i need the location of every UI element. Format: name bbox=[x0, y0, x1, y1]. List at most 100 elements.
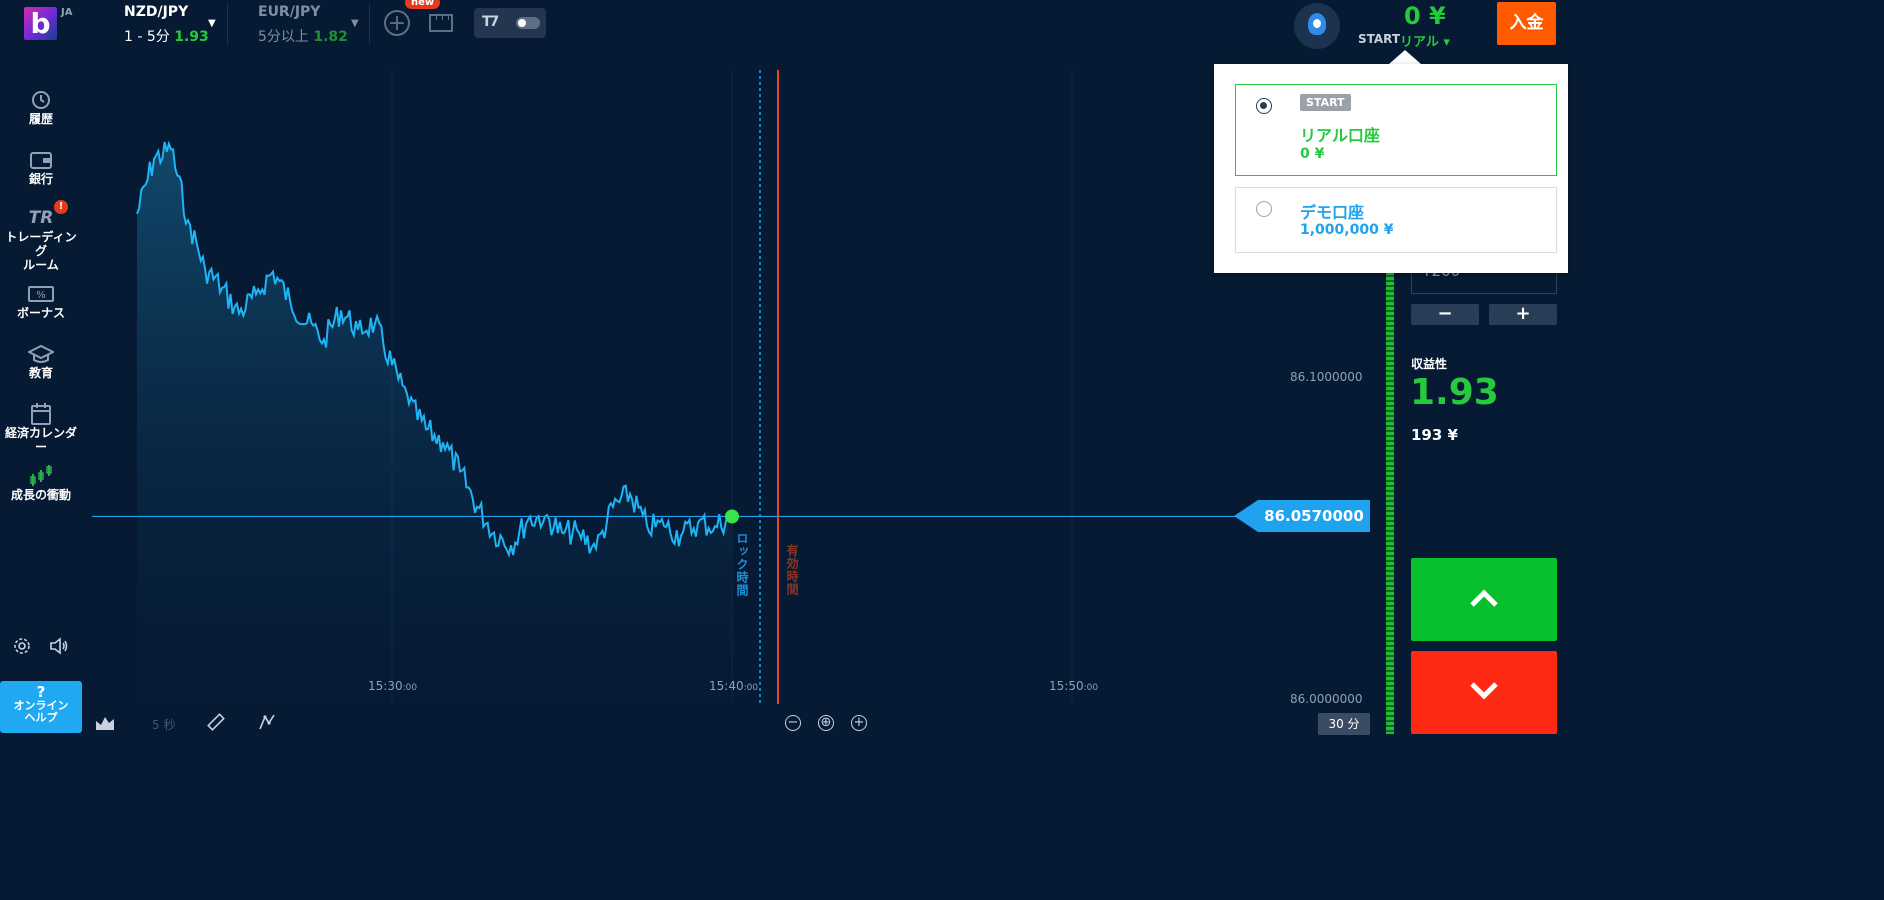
price-area-fill bbox=[137, 142, 732, 704]
profitability-value: 1.93 bbox=[1410, 372, 1499, 413]
asset-payout: 1.82 bbox=[313, 29, 348, 45]
price-chart[interactable]: ロック時間 有効時間 86.1000000 86.0000000 15:30:0… bbox=[92, 70, 1370, 706]
toggle-switch-icon bbox=[516, 17, 540, 29]
recenter-icon[interactable]: ⊕ bbox=[818, 715, 834, 731]
timeframe-button[interactable]: 30 分 bbox=[1318, 713, 1370, 735]
calendar-icon bbox=[31, 403, 51, 425]
call-up-button[interactable] bbox=[1411, 558, 1557, 641]
account-name: デモ口座 bbox=[1300, 203, 1365, 222]
sidebar-item-label: 履歴 bbox=[28, 112, 53, 126]
radio-unselected[interactable] bbox=[1256, 201, 1272, 217]
sound-icon[interactable] bbox=[49, 636, 69, 656]
sidebar-item-label: 銀行 bbox=[28, 172, 53, 186]
divider bbox=[227, 4, 228, 44]
svg-text:%: % bbox=[36, 290, 46, 301]
candle-interval-selector[interactable]: 5 秒 bbox=[152, 718, 176, 732]
amount-decrease-button[interactable]: − bbox=[1411, 304, 1479, 325]
price-axis-label: 86.1000000 bbox=[1290, 370, 1363, 384]
time-axis-label-main: 15:30 bbox=[368, 679, 403, 693]
top-bar: b JA NZD/JPY 1 - 5分 1.93 ▼ EUR/JPY 5分以上 … bbox=[0, 0, 1568, 58]
account-option-real[interactable]: START リアル口座 0 ¥ bbox=[1235, 84, 1557, 176]
asset-dropdown-icon[interactable]: ▼ bbox=[351, 18, 359, 29]
price-axis-label: 86.0000000 bbox=[1290, 692, 1363, 706]
history-icon bbox=[32, 91, 50, 109]
sidebar-item-education[interactable]: 教育 bbox=[0, 342, 82, 380]
sidebar-item-history[interactable]: 履歴 bbox=[0, 88, 82, 126]
drawing-tools-icon[interactable] bbox=[258, 713, 276, 731]
account-name: リアル口座 bbox=[1300, 126, 1380, 145]
help-label: オンライン ヘルプ bbox=[13, 699, 69, 724]
account-balance-value: 0 ¥ bbox=[1300, 146, 1325, 162]
start-badge: START bbox=[1300, 94, 1351, 111]
time-axis-label: 15:50:00 bbox=[1049, 679, 1098, 693]
asset-duration: 5分以上 1.82 bbox=[258, 26, 348, 46]
time-axis-label-seconds: :00 bbox=[743, 683, 759, 693]
settings-gear-icon[interactable] bbox=[12, 636, 32, 656]
last-price-dot bbox=[725, 509, 739, 524]
new-badge: new bbox=[405, 0, 441, 9]
help-question-icon: ? bbox=[36, 683, 46, 701]
expiry-time-label: 有効時間 bbox=[785, 544, 799, 596]
asset-payout: 1.93 bbox=[174, 29, 209, 45]
sidebar-item-growth-impulse[interactable]: 成長の衝動 bbox=[0, 464, 82, 502]
arrow-down-icon bbox=[1470, 682, 1498, 700]
profit-amount: 193 ¥ bbox=[1411, 426, 1458, 444]
language-selector[interactable]: JA bbox=[61, 7, 73, 18]
user-avatar[interactable] bbox=[1294, 3, 1340, 49]
dropdown-pointer bbox=[1389, 50, 1421, 64]
sidebar-item-label: トレーディング ルーム bbox=[5, 230, 77, 272]
asset-dropdown-icon[interactable]: ▼ bbox=[208, 18, 216, 29]
asset-name: EUR/JPY bbox=[258, 4, 321, 20]
arrow-up-icon bbox=[1470, 589, 1498, 607]
sidebar-item-bank[interactable]: 銀行 bbox=[0, 148, 82, 186]
account-type-selector[interactable]: リアル ▾ bbox=[1400, 35, 1450, 50]
asset-tab-eurjpy[interactable]: EUR/JPY 5分以上 1.82 bbox=[258, 4, 348, 48]
zoom-out-icon[interactable]: − bbox=[785, 715, 801, 731]
asset-name: NZD/JPY bbox=[124, 4, 189, 20]
trading-app: b JA NZD/JPY 1 - 5分 1.93 ▼ EUR/JPY 5分以上 … bbox=[0, 0, 1568, 735]
radio-selected[interactable] bbox=[1256, 98, 1272, 114]
tradingview-icon: T7 bbox=[482, 14, 499, 30]
brand-logo[interactable]: b bbox=[24, 7, 57, 40]
ruler-icon[interactable] bbox=[207, 713, 225, 731]
sidebar-item-label: 教育 bbox=[28, 366, 53, 380]
time-axis-label: 15:40:00 bbox=[709, 679, 758, 693]
time-axis-label-seconds: :00 bbox=[402, 683, 418, 693]
chart-type-area-icon[interactable] bbox=[95, 713, 115, 731]
put-down-button[interactable] bbox=[1411, 651, 1557, 734]
alert-badge: ! bbox=[54, 200, 68, 214]
layout-icon[interactable] bbox=[429, 14, 453, 32]
sidebar-item-calendar[interactable]: 経済カレンダー bbox=[0, 402, 82, 454]
asset-duration-label: 1 - 5分 bbox=[124, 29, 170, 45]
time-axis-label-main: 15:40 bbox=[709, 679, 744, 693]
bonus-icon: % bbox=[28, 286, 54, 302]
profitability-label: 収益性 bbox=[1411, 357, 1448, 371]
add-asset-button[interactable]: + bbox=[384, 10, 410, 36]
account-balance-value: 1,000,000 ¥ bbox=[1300, 222, 1394, 238]
wallet-icon bbox=[30, 152, 52, 169]
amount-increase-button[interactable]: + bbox=[1489, 304, 1557, 325]
zoom-in-icon[interactable]: + bbox=[851, 715, 867, 731]
price-series-line bbox=[136, 140, 733, 558]
account-tier-label: START bbox=[1358, 32, 1401, 46]
asset-duration-label: 5分以上 bbox=[258, 29, 309, 45]
sidebar-item-bonus[interactable]: % ボーナス bbox=[0, 282, 82, 320]
chart-canvas[interactable] bbox=[92, 70, 1370, 704]
avatar-face-icon bbox=[1313, 19, 1321, 28]
time-axis-label: 15:30:00 bbox=[368, 679, 417, 693]
account-switcher-dropdown: START リアル口座 0 ¥ デモ口座 1,000,000 ¥ bbox=[1214, 64, 1568, 273]
current-price-tag: 86.0570000 bbox=[1234, 500, 1370, 532]
sidebar-item-trading-room[interactable]: TR ! トレーディング ルーム bbox=[0, 200, 82, 272]
growth-chart-icon bbox=[30, 465, 52, 486]
sentiment-bar bbox=[1386, 272, 1394, 734]
asset-tab-nzdjpy[interactable]: NZD/JPY 1 - 5分 1.93 bbox=[124, 4, 209, 48]
deposit-button[interactable]: 入金 bbox=[1497, 2, 1556, 45]
account-option-demo[interactable]: デモ口座 1,000,000 ¥ bbox=[1235, 187, 1557, 253]
sidebar-item-label: ボーナス bbox=[16, 306, 65, 320]
time-axis-label-main: 15:50 bbox=[1049, 679, 1084, 693]
online-help-button[interactable]: ? オンライン ヘルプ bbox=[0, 681, 82, 733]
trading-room-icon: TR bbox=[28, 208, 54, 228]
divider bbox=[369, 4, 370, 44]
account-balance[interactable]: 0 ¥ bbox=[1404, 2, 1446, 30]
tradingview-toggle[interactable]: T7 bbox=[474, 8, 546, 38]
